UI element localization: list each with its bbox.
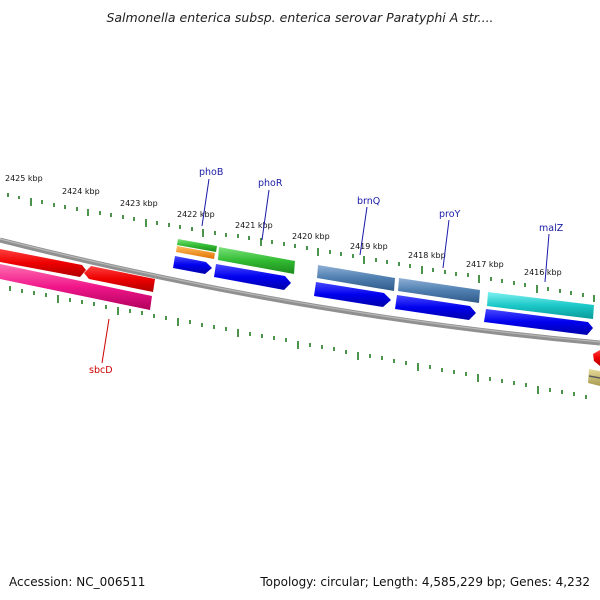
kbp-label-2420: 2420 kbp bbox=[292, 232, 330, 241]
gene-label-phoB[interactable]: phoB bbox=[199, 167, 223, 178]
kbp-label-2416: 2416 kbp bbox=[524, 268, 562, 277]
cds-malZ[interactable] bbox=[484, 309, 593, 335]
gene-red-forward[interactable] bbox=[0, 249, 86, 277]
kbp-label-2419: 2419 kbp bbox=[350, 242, 388, 251]
cds-brnQ[interactable] bbox=[314, 282, 391, 307]
gene-label-brnQ[interactable]: brnQ bbox=[357, 196, 380, 207]
upper-ruler bbox=[7, 193, 595, 302]
gene-label-sbcD[interactable]: sbcD bbox=[89, 365, 113, 376]
backbone-highlight bbox=[0, 238, 600, 343]
gene-phoB-green[interactable] bbox=[177, 239, 217, 252]
backbone bbox=[0, 237, 600, 346]
olive-divider bbox=[588, 375, 600, 379]
gene-red-right-edge[interactable] bbox=[593, 350, 600, 366]
lower-ruler bbox=[9, 286, 587, 399]
kbp-label-2422: 2422 kbp bbox=[177, 210, 215, 219]
gene-label-malZ[interactable]: malZ bbox=[539, 223, 564, 234]
kbp-label-2424: 2424 kbp bbox=[62, 187, 100, 196]
gene-phoR-green[interactable] bbox=[218, 247, 295, 274]
genome-stats-text: Topology: circular; Length: 4,585,229 bp… bbox=[260, 575, 590, 589]
gene-label-proY[interactable]: proY bbox=[439, 209, 461, 220]
gene-label-phoR[interactable]: phoR bbox=[258, 178, 283, 189]
gene-sbcD[interactable] bbox=[0, 264, 152, 310]
cds-phoB[interactable] bbox=[173, 256, 212, 274]
kbp-label-2423: 2423 kbp bbox=[120, 199, 158, 208]
kbp-label-2421: 2421 kbp bbox=[235, 221, 273, 230]
cds-proY[interactable] bbox=[395, 295, 476, 320]
kbp-label-2417: 2417 kbp bbox=[466, 260, 504, 269]
accession-text: Accession: NC_006511 bbox=[9, 575, 146, 589]
label-leaders bbox=[101, 178, 550, 364]
map-title: Salmonella enterica subsp. enterica sero… bbox=[106, 10, 494, 25]
kbp-label-2418: 2418 kbp bbox=[408, 251, 446, 260]
gene-proY[interactable] bbox=[398, 278, 480, 303]
gene-red-reverse[interactable] bbox=[84, 266, 155, 292]
gene-orange[interactable] bbox=[176, 246, 215, 259]
kbp-label-2425: 2425 kbp bbox=[5, 174, 43, 183]
gene-malZ[interactable] bbox=[487, 292, 594, 319]
gene-brnQ[interactable] bbox=[317, 265, 395, 291]
cds-phoR[interactable] bbox=[214, 264, 291, 290]
